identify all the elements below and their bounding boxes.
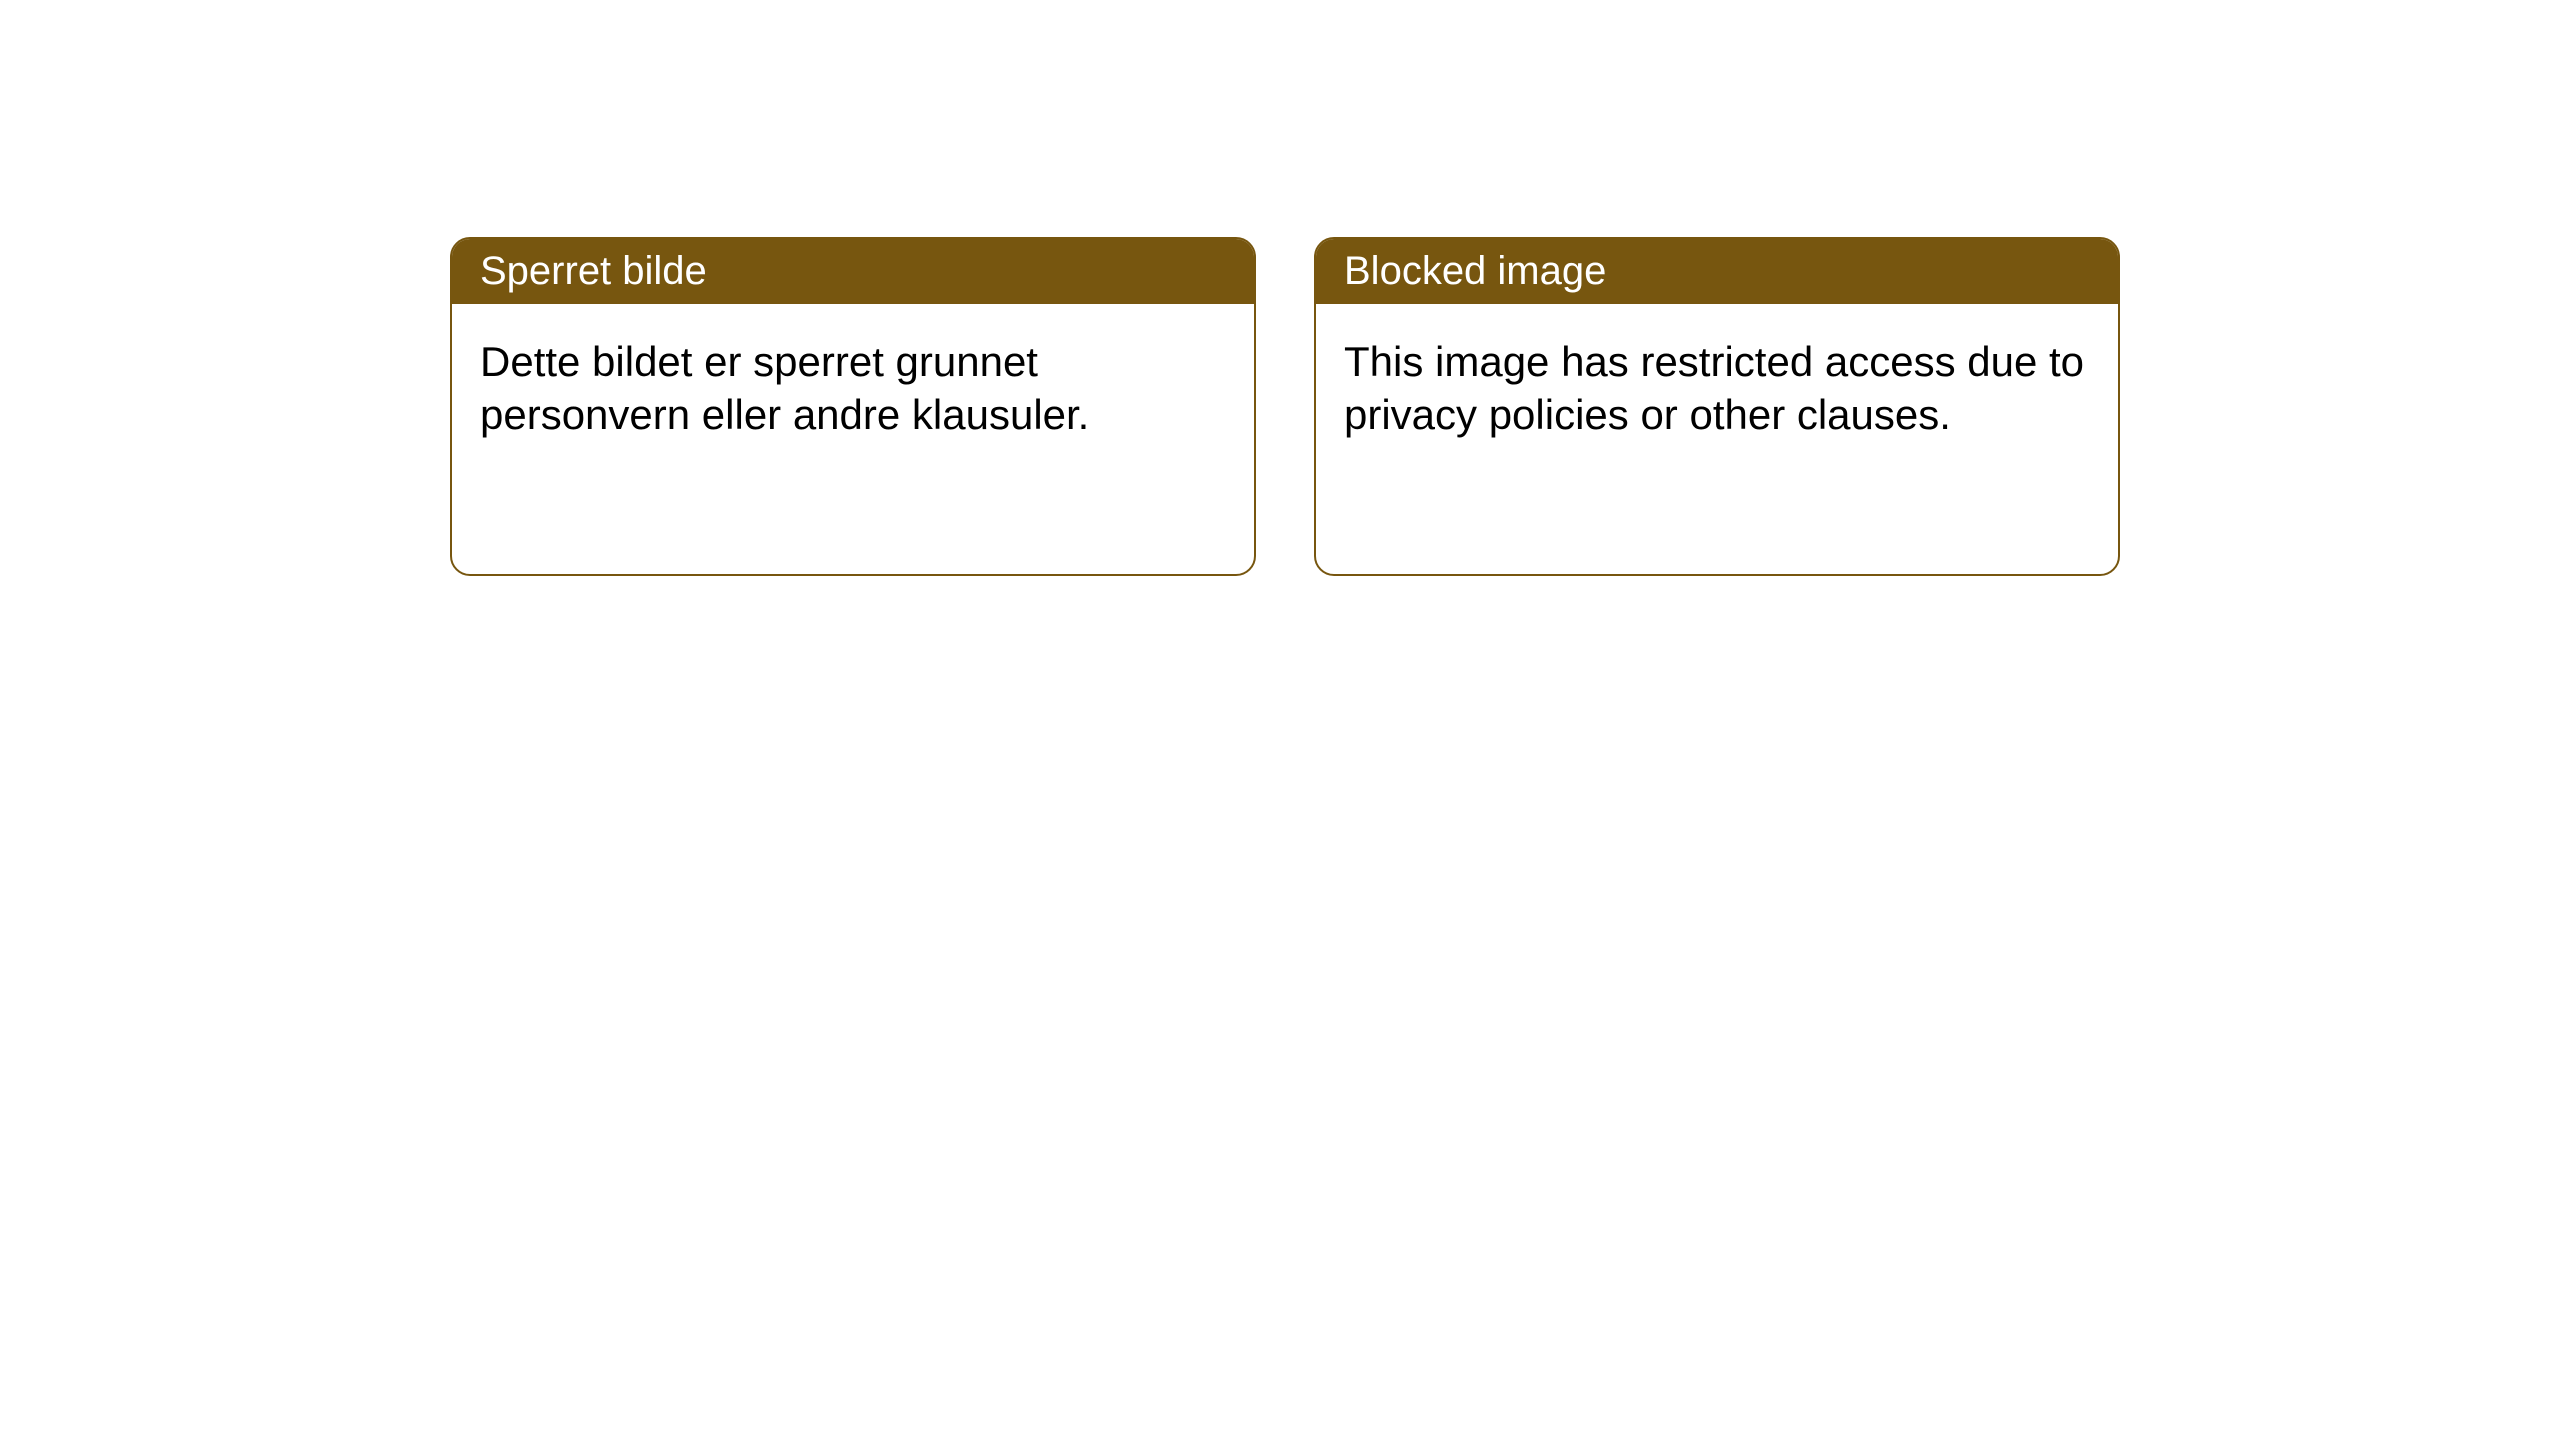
card-body-text: This image has restricted access due to … — [1344, 338, 2084, 438]
card-header: Sperret bilde — [452, 239, 1254, 304]
card-body: Dette bildet er sperret grunnet personve… — [452, 304, 1254, 574]
notice-card-english: Blocked image This image has restricted … — [1314, 237, 2120, 576]
card-body: This image has restricted access due to … — [1316, 304, 2118, 574]
notice-card-norwegian: Sperret bilde Dette bildet er sperret gr… — [450, 237, 1256, 576]
card-header: Blocked image — [1316, 239, 2118, 304]
blocked-image-notices: Sperret bilde Dette bildet er sperret gr… — [450, 237, 2560, 576]
card-title: Blocked image — [1344, 249, 1606, 293]
card-title: Sperret bilde — [480, 249, 707, 293]
card-body-text: Dette bildet er sperret grunnet personve… — [480, 338, 1089, 438]
